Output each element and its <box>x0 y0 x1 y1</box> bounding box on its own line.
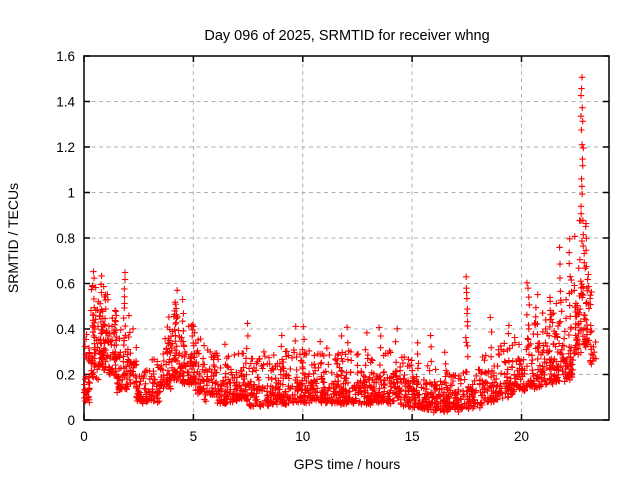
x-tick-labels: 0 5 10 15 20 <box>80 429 529 444</box>
y-tick-label: 1.2 <box>56 140 75 155</box>
y-tick-label: 0.6 <box>56 277 75 292</box>
y-tick-label: 0 <box>67 413 75 428</box>
x-tick-label: 10 <box>295 429 310 444</box>
y-tick-labels: 0 0.2 0.4 0.6 0.8 1 1.2 1.4 1.6 <box>56 49 75 428</box>
x-tick-label: 20 <box>514 429 529 444</box>
y-tick-label: 0.4 <box>56 322 75 337</box>
x-axis-label: GPS time / hours <box>294 456 401 472</box>
y-tick-label: 1.4 <box>56 95 75 110</box>
chart-title: Day 096 of 2025, SRMTID for receiver whn… <box>204 28 489 44</box>
data-series-srmtid <box>81 74 599 416</box>
y-tick-label: 1.6 <box>56 49 75 64</box>
y-tick-label: 0.2 <box>56 368 75 383</box>
x-tick-label: 5 <box>190 429 198 444</box>
y-tick-label: 0.8 <box>56 231 75 246</box>
x-tick-label: 0 <box>80 429 88 444</box>
y-axis-label: SRMTID / TECUs <box>5 183 21 293</box>
x-tick-label: 15 <box>405 429 420 444</box>
axis-ticks <box>83 55 609 421</box>
y-tick-label: 1 <box>67 186 75 201</box>
